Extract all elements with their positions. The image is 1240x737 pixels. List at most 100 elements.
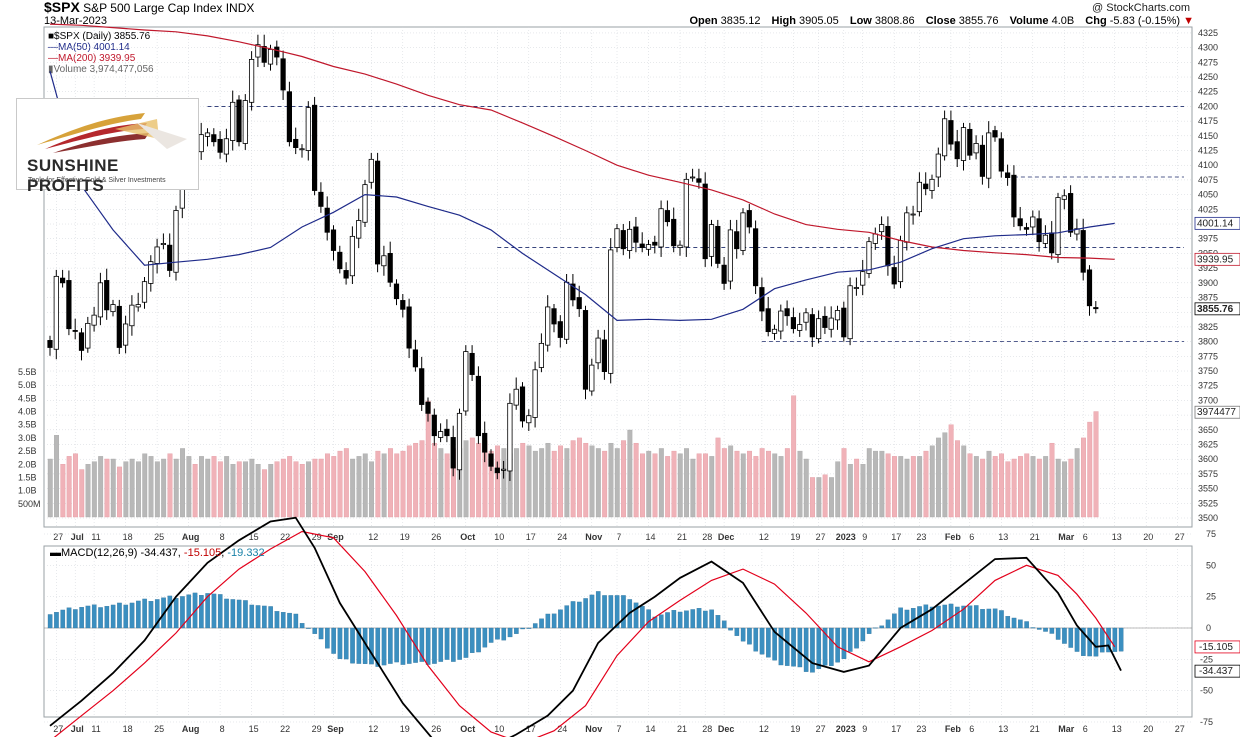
macd-histogram-bar: [400, 627, 406, 665]
macd-histogram-bar: [369, 627, 374, 665]
macd-histogram-bar: [784, 627, 790, 666]
candle-body: [816, 318, 822, 340]
candle-body: [734, 231, 740, 250]
exchange: INDX: [225, 1, 255, 15]
volume-bar: [835, 461, 841, 518]
candle-body: [771, 328, 778, 334]
candle-body: [721, 264, 727, 284]
volume-bar: [551, 450, 557, 518]
x-tick-label: 11: [91, 532, 100, 542]
volume-tick-label: 3.5B: [18, 420, 37, 430]
candle-body: [47, 340, 53, 348]
x-tick-label: Sep: [327, 532, 344, 542]
x-tick-label: 9: [862, 532, 867, 542]
x-tick-label: 28: [702, 532, 712, 542]
x-tick-label: 17: [891, 532, 901, 542]
x-tick-label: 12: [368, 532, 378, 542]
volume-bar: [539, 448, 545, 518]
volume-bar: [469, 437, 475, 518]
macd-histogram-bar: [1062, 627, 1067, 644]
macd-histogram-bar: [1081, 627, 1086, 656]
macd-histogram-bar: [293, 613, 299, 629]
volume-bar: [123, 461, 129, 518]
price-tick-label: 3600: [1198, 454, 1218, 464]
volume-bar: [690, 458, 696, 518]
volume-bar: [740, 453, 746, 518]
candle-body: [469, 352, 475, 375]
candle-body: [935, 153, 941, 178]
volume-tick-label: 5.5B: [18, 367, 37, 377]
volume-bar: [923, 450, 929, 518]
x-tick-label: Nov: [585, 532, 602, 542]
volume-bar: [955, 440, 960, 518]
macd-x-tick-label: 27: [816, 724, 826, 734]
candle-body: [645, 244, 652, 250]
last-value-box-close: [1194, 302, 1240, 316]
candle-body: [387, 253, 393, 283]
macd-histogram-bar: [1074, 627, 1080, 652]
macd-histogram-bar: [709, 609, 714, 629]
low-label: Low: [849, 15, 872, 27]
macd-histogram-bar: [54, 612, 59, 629]
candle-body: [488, 453, 494, 467]
volume-bar: [847, 464, 853, 518]
candle-body: [286, 91, 293, 143]
volume-bar: [236, 461, 242, 518]
candle-body: [784, 308, 790, 317]
candle-body: [475, 375, 482, 437]
macd-histogram-bar: [961, 605, 966, 629]
volume-bar: [696, 453, 702, 518]
candle-body: [167, 244, 173, 271]
volume-bar: [715, 437, 721, 518]
macd-histogram-bar: [375, 627, 381, 667]
volume-bar: [854, 458, 860, 518]
macd-x-tick-label: Nov: [585, 724, 602, 734]
macd-histogram-bar: [350, 627, 355, 664]
macd-histogram-bar: [136, 600, 141, 629]
legend-spx-text: $SPX (Daily) 3855.76: [54, 31, 151, 42]
volume-bar: [967, 453, 973, 518]
candle-body: [425, 401, 431, 414]
close-label: Close: [925, 15, 956, 27]
macd-histogram-bar: [419, 627, 425, 662]
candle-body: [393, 283, 400, 300]
candle-body: [78, 332, 85, 351]
volume-bar: [841, 448, 847, 518]
macd-x-tick-label: Oct: [460, 724, 475, 734]
macd-histogram-bar: [476, 627, 481, 653]
volume-bar: [230, 464, 236, 518]
macd-histogram-bar: [923, 604, 929, 629]
volume-tick-label: 2.5B: [18, 446, 37, 456]
volume-bar: [293, 461, 299, 518]
macd-histogram-bar: [803, 627, 809, 672]
logo-name: SUNSHINE PROFITS: [27, 156, 119, 195]
volume-bar: [589, 445, 595, 518]
macd-x-tick-label: 27: [53, 724, 63, 734]
volume-bar: [942, 432, 948, 518]
candle-body: [173, 210, 179, 273]
macd-histogram-bar: [520, 627, 525, 630]
macd-histogram-bar: [690, 609, 696, 629]
macd-histogram-bar: [696, 608, 702, 629]
macd-histogram-bar: [577, 601, 582, 629]
candle-body: [545, 306, 551, 346]
volume-bar: [400, 450, 406, 518]
candle-body: [1023, 227, 1030, 230]
macd-histogram-bar: [621, 595, 626, 629]
candle-body: [66, 280, 72, 330]
candle-body: [450, 437, 456, 469]
volume-bar: [791, 395, 797, 518]
price-tick-label: 3925: [1198, 263, 1218, 273]
macd-histogram-bar: [551, 613, 557, 629]
price-tick-label: 4125: [1198, 146, 1218, 156]
x-tick-label: 21: [677, 532, 687, 542]
candle-body: [299, 148, 305, 151]
macd-histogram-bar: [306, 627, 311, 629]
macd-histogram-bar: [980, 609, 985, 629]
price-tick-label: 4075: [1198, 175, 1218, 185]
x-tick-label: 13: [998, 532, 1008, 542]
price-tick-label: 3750: [1198, 366, 1218, 376]
macd-histogram-bar: [929, 606, 935, 629]
candle-body: [765, 308, 771, 333]
volume-bar: [961, 445, 967, 518]
